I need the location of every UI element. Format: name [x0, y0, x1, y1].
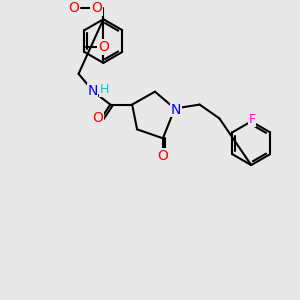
Text: O: O	[68, 1, 79, 15]
Text: O: O	[92, 112, 103, 125]
Text: F: F	[249, 113, 256, 126]
Text: O: O	[91, 1, 102, 15]
Text: O: O	[158, 149, 168, 163]
Text: N: N	[171, 103, 181, 116]
Text: N: N	[87, 84, 98, 98]
Text: O: O	[98, 40, 109, 54]
Text: H: H	[100, 83, 109, 96]
